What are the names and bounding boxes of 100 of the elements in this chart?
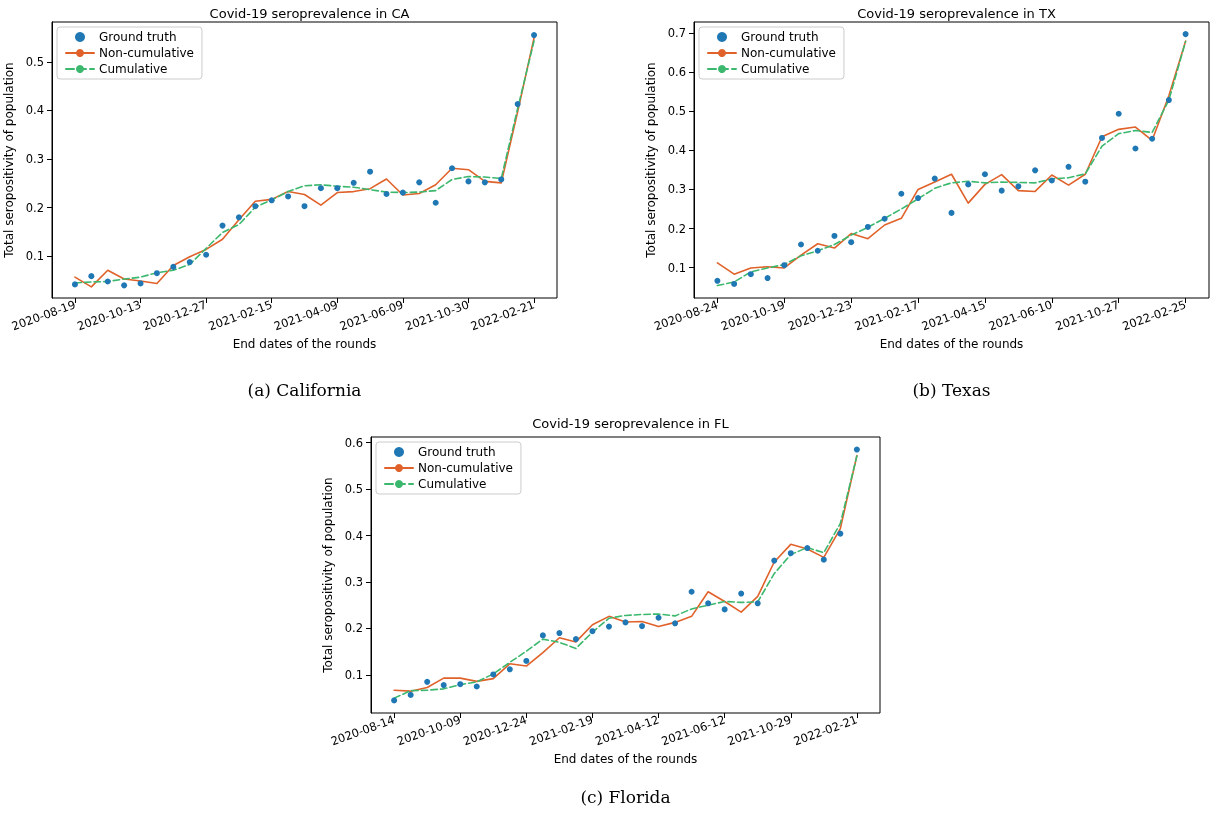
point [738, 590, 745, 597]
point [787, 550, 794, 557]
y-tick-label: 0.3 [25, 152, 44, 167]
point [367, 168, 374, 175]
y-tick-label: 0.4 [667, 143, 686, 158]
y-tick-label: 0.4 [25, 103, 44, 118]
point [1015, 183, 1022, 190]
point [572, 636, 579, 643]
point [714, 277, 721, 284]
point [948, 209, 955, 216]
point [514, 101, 521, 108]
point [334, 185, 341, 192]
point [285, 193, 292, 200]
y-tick-label: 0.2 [25, 200, 44, 215]
point [268, 197, 275, 204]
point [655, 614, 662, 621]
point [764, 275, 771, 282]
point [556, 630, 563, 637]
point [383, 191, 390, 198]
point [235, 214, 242, 221]
y-tick-label: 0.6 [344, 435, 363, 450]
point [399, 189, 406, 196]
point [754, 600, 761, 607]
point [1132, 145, 1139, 152]
point [837, 530, 844, 537]
point [407, 691, 414, 698]
point [931, 175, 938, 182]
y-tick-label: 0.7 [667, 26, 686, 41]
point [731, 280, 738, 287]
point [688, 588, 695, 595]
point [523, 657, 530, 664]
point [71, 281, 78, 288]
y-axis-title: Total seropositivity of population [643, 62, 658, 259]
point [424, 678, 431, 685]
text: (a) California [247, 379, 362, 400]
y-tick-label: 0.5 [344, 482, 363, 497]
point [1182, 31, 1189, 38]
point [531, 32, 538, 39]
point [465, 178, 472, 185]
point [771, 557, 778, 564]
y-tick-label: 0.4 [344, 528, 363, 543]
point [965, 181, 972, 188]
point [998, 187, 1005, 194]
point [391, 697, 398, 704]
point [350, 179, 357, 186]
point [88, 273, 95, 280]
point [440, 682, 447, 689]
point [1032, 167, 1039, 174]
legend-label: Ground truth [418, 445, 496, 459]
point [252, 203, 259, 210]
point [589, 628, 596, 635]
point [804, 545, 811, 552]
point [301, 203, 308, 210]
legend-label: Ground truth [99, 30, 177, 44]
point [219, 222, 226, 229]
point [1165, 97, 1172, 104]
point [853, 446, 860, 453]
x-axis-title: End dates of the rounds [553, 752, 698, 767]
point [203, 251, 210, 258]
legend-label: Cumulative [741, 62, 810, 76]
y-tick-label: 0.2 [667, 221, 686, 236]
y-tick-label: 0.3 [344, 574, 363, 589]
y-tick-label: 0.1 [667, 260, 686, 275]
y-tick-label: 0.2 [344, 621, 363, 636]
point [1115, 110, 1122, 117]
point [747, 271, 754, 278]
point [1082, 178, 1089, 185]
point [506, 666, 513, 673]
point [186, 259, 193, 266]
point [798, 241, 805, 248]
x-axis-title: End dates of the rounds [879, 337, 1024, 352]
point [864, 223, 871, 230]
point [831, 232, 838, 239]
legend-label: Ground truth [741, 30, 819, 44]
point [639, 623, 646, 630]
point [820, 556, 827, 563]
point [781, 262, 788, 269]
y-tick-label: 0.6 [667, 65, 686, 80]
point [814, 247, 821, 254]
point [981, 171, 988, 178]
point [539, 632, 546, 639]
point [457, 681, 464, 688]
point [449, 165, 456, 172]
y-tick-label: 0.1 [25, 249, 44, 264]
point [432, 199, 439, 206]
point [915, 195, 922, 202]
point [473, 683, 480, 690]
legend-label: Non-cumulative [741, 46, 836, 60]
legend-label: Cumulative [418, 477, 487, 491]
point [898, 190, 905, 197]
point [848, 239, 855, 246]
point [121, 282, 128, 289]
point [705, 600, 712, 607]
legend-label: Non-cumulative [418, 461, 513, 475]
point [605, 623, 612, 630]
point [1048, 177, 1055, 184]
point [672, 620, 679, 627]
y-axis-title: Total seropositivity of population [1, 62, 16, 259]
point [881, 215, 888, 222]
point [137, 280, 144, 287]
